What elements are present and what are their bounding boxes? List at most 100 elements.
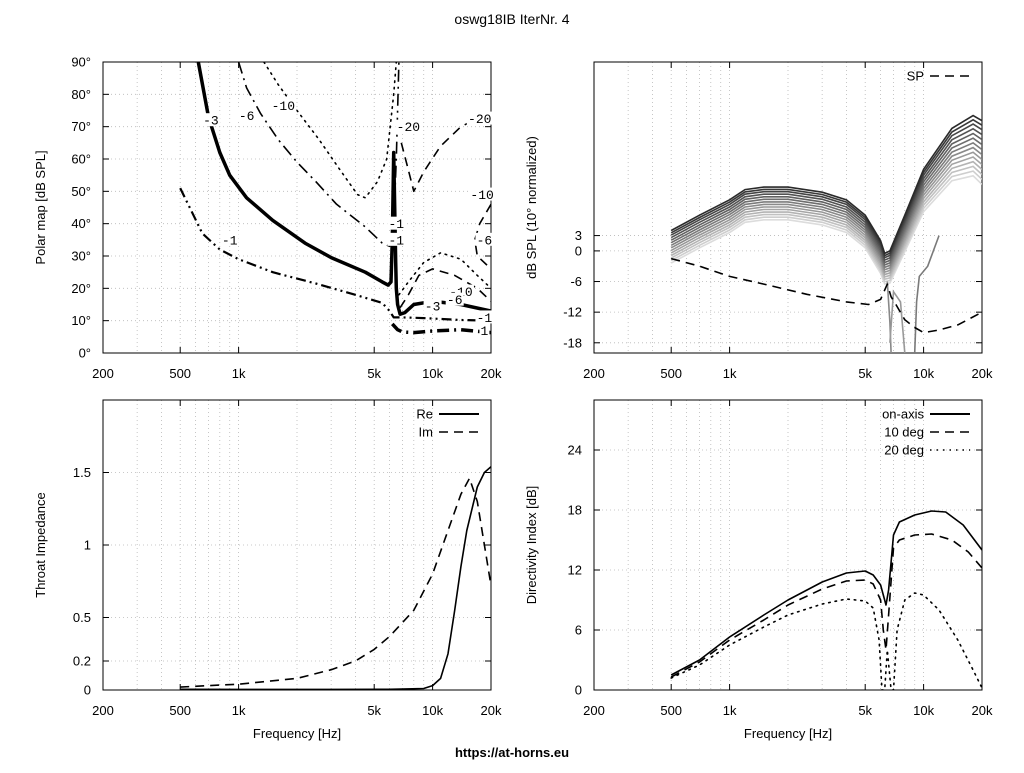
contour-label-text: -10 xyxy=(272,99,295,114)
x-tick-label: 10k xyxy=(913,703,934,718)
contour-label-bg xyxy=(466,111,493,125)
x-tick-label: 5k xyxy=(367,703,381,718)
y-tick-label: 0.2 xyxy=(73,654,91,669)
contour-label: -6 xyxy=(445,292,464,308)
y-tick-label: 0° xyxy=(79,346,91,361)
y-tick-label: 3 xyxy=(575,228,582,243)
y-tick-label: 0.5 xyxy=(73,610,91,625)
x-tick-label: 5k xyxy=(367,366,381,381)
x-tick-label: 500 xyxy=(169,366,191,381)
x-tick-label: 1k xyxy=(723,703,737,718)
polar-response-curve xyxy=(670,156,982,276)
contour-label-bg xyxy=(395,119,422,133)
contour-m6 xyxy=(399,268,491,309)
series-on-axis xyxy=(670,510,982,676)
contour-label-text: -6 xyxy=(477,233,493,248)
plot-area xyxy=(179,62,491,335)
contour-label-text: -3 xyxy=(203,114,219,129)
footer-url[interactable]: https://at-horns.eu xyxy=(455,745,569,760)
contour-label-bg xyxy=(387,232,406,246)
x-tick-label: 1k xyxy=(232,366,246,381)
series-im xyxy=(180,477,491,688)
y-tick-label: 70° xyxy=(71,119,91,134)
x-tick-label: 500 xyxy=(660,703,682,718)
contour-label-bg xyxy=(423,299,442,313)
x-tick-label: 1k xyxy=(723,366,737,381)
contour-m1 xyxy=(179,187,491,322)
contour-label-bg xyxy=(270,98,297,112)
x-axis-label: Frequency [Hz] xyxy=(744,726,832,741)
contour-label: -20 xyxy=(466,111,493,127)
contour-label: -1 xyxy=(387,232,406,248)
contour-m6 xyxy=(237,62,400,248)
x-tick-label: 200 xyxy=(583,366,605,381)
polar-response-curve xyxy=(670,170,982,283)
y-axis-label: Directivity Index [dB] xyxy=(524,486,539,605)
x-tick-label: 20k xyxy=(972,703,993,718)
y-axis-label: dB SPL (10° normalized) xyxy=(524,136,539,279)
contour-label-bg xyxy=(469,187,496,201)
x-tick-label: 200 xyxy=(92,366,114,381)
grid xyxy=(594,400,982,690)
polar-response-curve xyxy=(670,165,982,281)
series-sp xyxy=(670,257,982,334)
directivity-index-panel: 200 500 1k 5k 10k 20k 0 6 12 18 24 Directivity Inde… xyxy=(524,399,993,741)
contour-label: -3 xyxy=(201,113,220,129)
x-tick-label: 10k xyxy=(913,366,934,381)
contour-label: -6 xyxy=(237,108,256,124)
polar-response-curve xyxy=(670,160,982,278)
series-re xyxy=(180,466,491,690)
plot-frame xyxy=(102,61,492,354)
grid xyxy=(103,62,491,353)
series-10-deg xyxy=(670,533,982,678)
plot-frame xyxy=(593,399,983,691)
y-tick-label: 12 xyxy=(568,563,582,578)
contour-label: -1 xyxy=(475,310,494,326)
y-tick-label: 0 xyxy=(84,683,91,698)
contour-label-text: 1 xyxy=(481,324,489,339)
x-tick-label: 5k xyxy=(858,703,872,718)
y-tick-label: -12 xyxy=(563,305,582,320)
contour-label-bg xyxy=(475,310,494,324)
x-axis-label: Frequency [Hz] xyxy=(253,726,341,741)
y-tick-label: 80° xyxy=(71,87,91,102)
x-tick-label: 10k xyxy=(422,366,443,381)
polar-response-curve xyxy=(670,118,982,257)
contour-label: -1 xyxy=(387,216,406,232)
contour-label-bg xyxy=(387,216,406,230)
y-axis-label: Polar map [dB SPL] xyxy=(33,150,48,264)
contour-label: -10 xyxy=(469,187,496,203)
contour-m10 xyxy=(263,62,398,199)
y-axis-label: Throat Impedance xyxy=(33,492,48,598)
polar-response-curve xyxy=(670,174,982,285)
y-tick-label: 18 xyxy=(568,503,582,518)
y-tick-label: 1 xyxy=(84,538,91,553)
contour-m6 xyxy=(473,203,491,270)
polar-response-curve xyxy=(670,151,982,274)
y-tick-label: 90° xyxy=(71,55,91,70)
x-tick-label: 1k xyxy=(232,703,246,718)
polar-response-curve xyxy=(670,127,982,262)
y-tick-label: 24 xyxy=(568,443,582,458)
legend-label: Re xyxy=(416,407,433,422)
contour-label-bg xyxy=(237,108,256,122)
x-tick-label: 20k xyxy=(972,366,993,381)
polar-response-dip xyxy=(889,289,906,353)
plot-area xyxy=(670,510,982,690)
legend-label: Im xyxy=(419,425,433,440)
contour-m3 xyxy=(196,62,491,316)
contour-label: 1 xyxy=(479,323,490,339)
x-tick-label: 20k xyxy=(481,703,502,718)
y-tick-label: 30° xyxy=(71,249,91,264)
legend-label: SP xyxy=(907,69,924,84)
y-tick-label: -6 xyxy=(570,274,582,289)
y-tick-label: 60° xyxy=(71,152,91,167)
contour-label: -3 xyxy=(423,299,442,315)
contour-label-text: -3 xyxy=(425,300,441,315)
legend-label: 20 deg xyxy=(884,443,924,458)
x-tick-label: 200 xyxy=(583,703,605,718)
legend-label: 10 deg xyxy=(884,425,924,440)
polar-response-dip xyxy=(913,235,940,353)
page-title: oswg18IB IterNr. 4 xyxy=(454,11,569,27)
